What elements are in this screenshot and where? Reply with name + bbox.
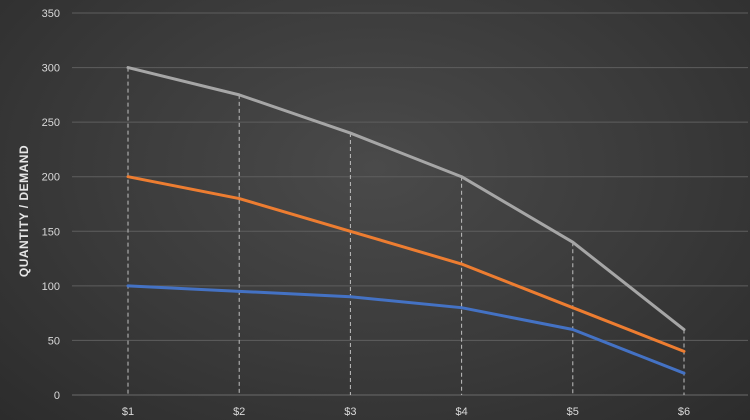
y-tick-label: 250 [42,117,60,129]
x-tick-label: $6 [678,406,690,418]
y-tick-label: 200 [42,172,60,184]
y-tick-label: 300 [42,63,60,75]
y-tick-label: 50 [48,335,60,347]
gridlines [72,12,748,396]
series-line [126,284,686,375]
x-tick-label: $3 [344,406,356,418]
drop-lines [127,67,685,395]
x-tick-label: $2 [233,406,245,418]
y-tick-labels: 0 50 100 150 200 250 300 350 [42,8,60,402]
series-line [126,175,686,353]
series-lines [126,66,686,375]
y-tick-label: 350 [42,8,60,20]
x-tick-label: $5 [567,406,579,418]
y-axis-title: QUANTITY / DEMAND [17,145,31,277]
x-tick-label: $1 [122,406,134,418]
x-tick-labels: $1 $2 $3 $4 $5 $6 [122,406,690,418]
series-line [126,66,686,332]
y-tick-label: 100 [42,281,60,293]
y-tick-label: 0 [54,390,60,402]
x-tick-label: $4 [455,406,467,418]
y-tick-label: 150 [42,226,60,238]
